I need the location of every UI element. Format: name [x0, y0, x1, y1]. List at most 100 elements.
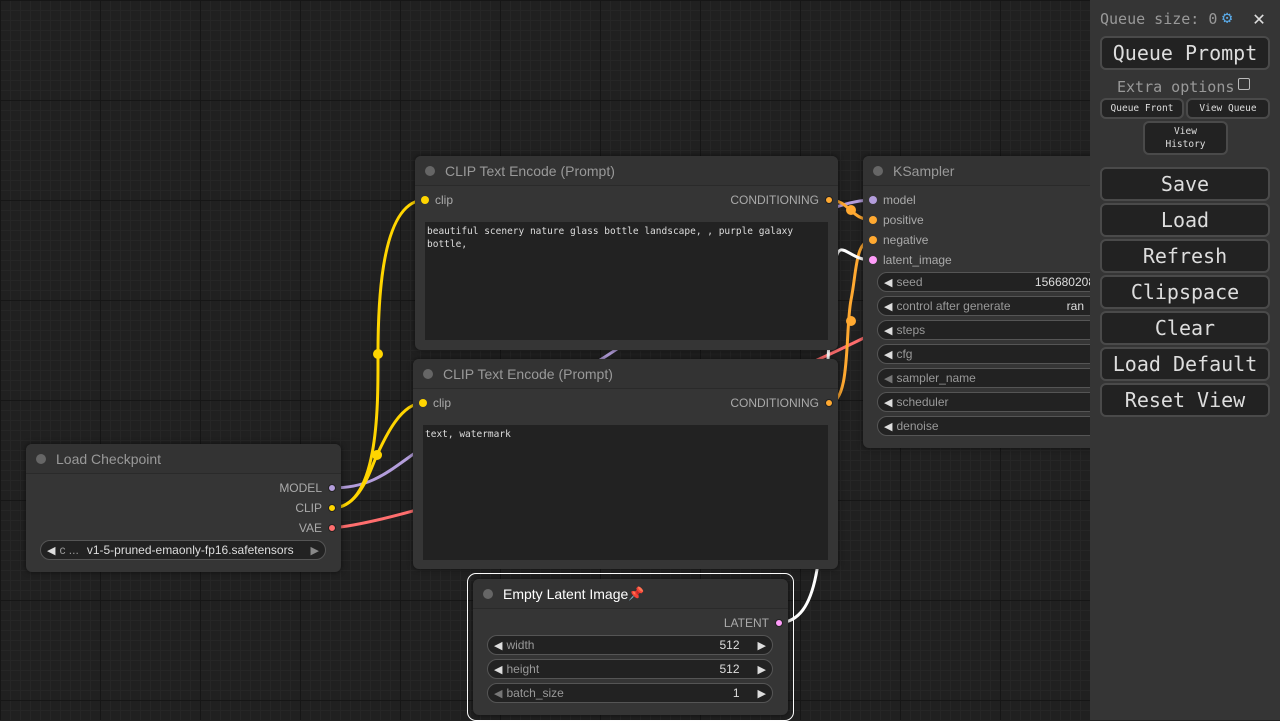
- output-model[interactable]: MODEL: [279, 478, 336, 498]
- left-arrow-icon[interactable]: ◀: [884, 324, 893, 337]
- slot-dot-icon[interactable]: [825, 399, 833, 407]
- pin-icon: 📌: [628, 585, 645, 601]
- slot-dot-icon[interactable]: [328, 484, 336, 492]
- queue-prompt-button[interactable]: Queue Prompt: [1100, 36, 1270, 70]
- widget-label: denoise: [896, 419, 939, 433]
- output-vae[interactable]: VAE: [299, 518, 336, 538]
- left-arrow-icon[interactable]: ◀: [884, 396, 893, 409]
- prompt-textarea[interactable]: beautiful scenery nature glass bottle la…: [425, 222, 828, 340]
- right-arrow-icon[interactable]: ▶: [757, 663, 766, 676]
- widget-sampler-name[interactable]: ◀ sampler_name: [877, 368, 1117, 388]
- extra-options-checkbox[interactable]: [1238, 78, 1251, 90]
- left-arrow-icon[interactable]: ◀: [494, 687, 503, 700]
- widget-cfg[interactable]: ◀ cfg: [877, 344, 1117, 364]
- load-default-button[interactable]: Load Default: [1100, 347, 1270, 381]
- load-checkpoint-node[interactable]: Load Checkpoint MODEL CLIP VAE ◀ c ... v1-…: [26, 444, 341, 572]
- view-queue-button[interactable]: View Queue: [1186, 98, 1270, 119]
- slot-label: negative: [883, 233, 929, 247]
- left-arrow-icon[interactable]: ◀: [884, 348, 893, 361]
- node-title-bar[interactable]: CLIP Text Encode (Prompt): [413, 359, 838, 389]
- input-positive[interactable]: positive: [869, 210, 924, 230]
- left-arrow-icon[interactable]: ◀: [494, 663, 503, 676]
- prompt-textarea[interactable]: text, watermark: [423, 425, 828, 560]
- widget-control-after-generate[interactable]: ◀ control after generate ran: [877, 296, 1117, 316]
- slot-dot-icon[interactable]: [869, 216, 877, 224]
- widget-value: 1: [732, 686, 740, 700]
- left-arrow-icon[interactable]: ◀: [884, 372, 893, 385]
- input-latent-image[interactable]: latent_image: [869, 250, 952, 270]
- node-title: Load Checkpoint: [56, 450, 162, 467]
- output-clip[interactable]: CLIP: [295, 498, 336, 518]
- input-clip[interactable]: clip: [421, 190, 453, 210]
- widget-width[interactable]: ◀ width 512 ▶: [487, 635, 773, 655]
- slot-dot-icon[interactable]: [419, 399, 427, 407]
- extra-options-row: Extra options: [1117, 78, 1251, 96]
- widget-value: 512: [719, 638, 740, 652]
- left-arrow-icon[interactable]: ◀: [47, 544, 56, 557]
- node-title-bar[interactable]: Load Checkpoint: [26, 444, 341, 474]
- left-arrow-icon[interactable]: ◀: [884, 276, 893, 289]
- left-arrow-icon[interactable]: ◀: [884, 420, 893, 433]
- wire-negative: [828, 238, 874, 405]
- node-title: Empty Latent Image: [503, 585, 629, 602]
- slot-label: clip: [435, 193, 454, 207]
- widget-batch-size[interactable]: ◀ batch_size 1 ▶: [487, 683, 773, 703]
- widget-seed[interactable]: ◀ seed 156680208: [877, 272, 1117, 292]
- node-title-bar[interactable]: Empty Latent Image 📌: [473, 579, 788, 609]
- widget-denoise[interactable]: ◀ denoise: [877, 416, 1117, 436]
- input-negative[interactable]: negative: [869, 230, 928, 250]
- clip-text-encode-negative-node[interactable]: CLIP Text Encode (Prompt) clip CONDITION…: [413, 359, 838, 569]
- output-conditioning[interactable]: CONDITIONING: [730, 190, 833, 210]
- slot-label: MODEL: [279, 481, 322, 495]
- node-title: CLIP Text Encode (Prompt): [445, 162, 615, 179]
- output-conditioning[interactable]: CONDITIONING: [730, 393, 833, 413]
- right-arrow-icon[interactable]: ▶: [757, 639, 766, 652]
- queue-front-button[interactable]: Queue Front: [1100, 98, 1184, 119]
- widget-label: height: [506, 662, 540, 676]
- close-icon[interactable]: ✕: [1253, 6, 1266, 30]
- view-history-button[interactable]: View History: [1143, 121, 1228, 155]
- slot-dot-icon[interactable]: [328, 504, 336, 512]
- left-arrow-icon[interactable]: ◀: [884, 300, 893, 313]
- node-title-bar[interactable]: CLIP Text Encode (Prompt): [415, 156, 838, 186]
- wire-midpoint: [846, 316, 856, 326]
- wire-midpoint: [373, 349, 383, 359]
- widget-height[interactable]: ◀ height 512 ▶: [487, 659, 773, 679]
- node-title-bar[interactable]: KSampler: [863, 156, 1123, 186]
- slot-dot-icon[interactable]: [869, 196, 877, 204]
- output-latent[interactable]: LATENT: [724, 613, 783, 633]
- clipspace-button[interactable]: Clipspace: [1100, 275, 1270, 309]
- collapse-dot-icon[interactable]: [873, 165, 883, 176]
- slot-dot-icon[interactable]: [825, 196, 833, 204]
- clear-button[interactable]: Clear: [1100, 311, 1270, 345]
- slot-dot-icon[interactable]: [869, 256, 877, 264]
- save-button[interactable]: Save: [1100, 167, 1270, 201]
- input-clip[interactable]: clip: [419, 393, 451, 413]
- collapse-dot-icon[interactable]: [425, 165, 435, 176]
- widget-steps[interactable]: ◀ steps: [877, 320, 1117, 340]
- refresh-button[interactable]: Refresh: [1100, 239, 1270, 273]
- reset-view-button[interactable]: Reset View: [1100, 383, 1270, 417]
- slot-dot-icon[interactable]: [775, 619, 783, 627]
- slot-label: VAE: [298, 521, 322, 535]
- wire-midpoint: [372, 450, 382, 460]
- widget-label: width: [506, 638, 535, 652]
- left-arrow-icon[interactable]: ◀: [494, 639, 503, 652]
- widget-label: c ...: [59, 543, 79, 557]
- empty-latent-image-node[interactable]: Empty Latent Image 📌 LATENT ◀ width 512 ▶ ◀ h…: [473, 579, 788, 715]
- collapse-dot-icon[interactable]: [423, 368, 433, 379]
- right-arrow-icon[interactable]: ▶: [310, 544, 319, 557]
- collapse-dot-icon[interactable]: [36, 453, 46, 464]
- clip-text-encode-positive-node[interactable]: CLIP Text Encode (Prompt) clip CONDITION…: [415, 156, 838, 350]
- load-button[interactable]: Load: [1100, 203, 1270, 237]
- ckpt-name-combo[interactable]: ◀ c ... v1-5-pruned-emaonly-fp16.safetenso…: [40, 540, 326, 560]
- collapse-dot-icon[interactable]: [483, 588, 493, 599]
- ksampler-node[interactable]: KSampler model positive negative latent_…: [863, 156, 1123, 448]
- settings-gear-icon[interactable]: ⚙: [1222, 8, 1233, 28]
- slot-dot-icon[interactable]: [328, 524, 336, 532]
- right-arrow-icon[interactable]: ▶: [757, 687, 766, 700]
- input-model[interactable]: model: [869, 190, 916, 210]
- widget-scheduler[interactable]: ◀ scheduler: [877, 392, 1117, 412]
- slot-dot-icon[interactable]: [421, 196, 429, 204]
- slot-dot-icon[interactable]: [869, 236, 877, 244]
